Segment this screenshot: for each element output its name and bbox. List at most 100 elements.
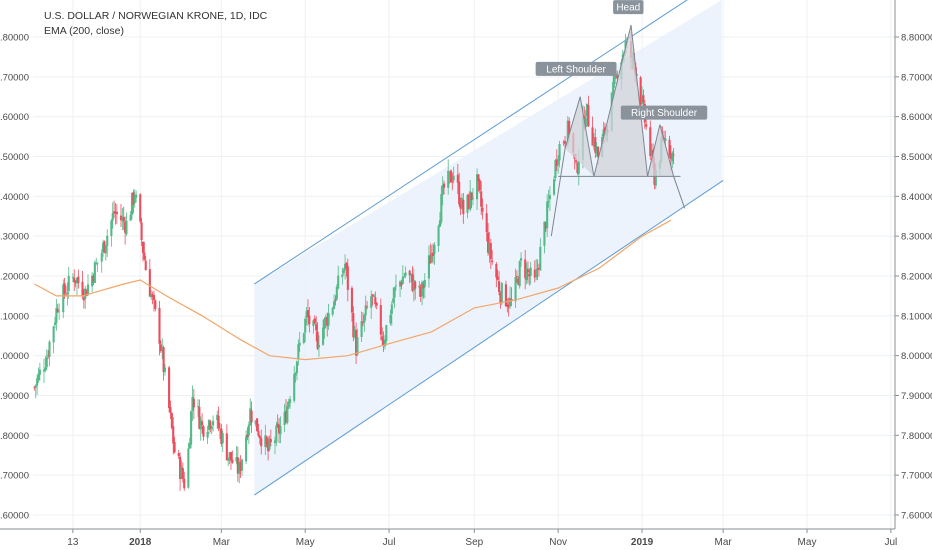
candle-down <box>168 367 171 409</box>
right-shoulder-label-bg <box>620 105 708 120</box>
candle-down <box>352 313 355 338</box>
candle-up <box>66 292 69 295</box>
candle-up <box>96 262 99 264</box>
candle-down <box>596 146 600 157</box>
candle-down <box>499 292 502 303</box>
candle-up <box>42 369 46 372</box>
pattern-fill-2 <box>647 124 674 177</box>
candle-down <box>209 421 212 429</box>
candle-up <box>235 456 238 462</box>
candle-down <box>316 331 319 349</box>
candle-up <box>238 463 241 474</box>
x-tick-label: May <box>296 537 315 548</box>
y-tick-label-left: 8.00000 <box>0 351 29 362</box>
chart-title: U.S. DOLLAR / NORWEGIAN KRONE, 1D, IDC <box>44 10 268 22</box>
candle-up <box>471 197 474 199</box>
candle-up <box>440 194 443 223</box>
candle-down <box>229 452 233 461</box>
candle-up <box>383 339 386 347</box>
candle-up <box>640 95 644 104</box>
candle-down <box>179 456 182 480</box>
candle-up <box>476 174 479 200</box>
candle-up <box>650 149 653 155</box>
candle-down <box>591 127 594 146</box>
candle-down <box>639 77 642 105</box>
candle-down <box>56 309 59 312</box>
candle-down <box>154 300 157 309</box>
candle-up <box>333 301 336 309</box>
candle-down <box>169 407 172 413</box>
candle-down <box>374 297 377 305</box>
candle-down <box>47 355 50 357</box>
candle-up <box>671 152 674 161</box>
y-tick-label: 8.10000 <box>901 311 932 322</box>
candle-down <box>432 252 435 256</box>
candle-down <box>159 344 162 352</box>
channel-upper-line <box>254 0 688 285</box>
candle-down <box>576 163 579 174</box>
x-tick-label: Mar <box>213 537 231 548</box>
y-tick-label: 8.70000 <box>901 72 932 83</box>
candle-down <box>491 260 494 263</box>
candle-up <box>546 201 549 229</box>
candle-up <box>58 311 61 313</box>
candle-down <box>467 194 470 209</box>
candle-down <box>177 452 180 457</box>
candle-down <box>260 438 263 447</box>
chart-labels: U.S. DOLLAR / NORWEGIAN KRONE, 1D, IDC E… <box>44 10 268 37</box>
head-label-bg <box>613 0 644 15</box>
candle-up <box>245 436 248 462</box>
candle-up <box>327 313 330 326</box>
candle-up <box>84 288 87 299</box>
candle-up <box>93 262 96 284</box>
candle-up <box>221 433 224 444</box>
candle-down <box>429 255 432 264</box>
candle-up <box>129 214 132 221</box>
pattern-fill-0 <box>565 96 594 177</box>
candle-down <box>77 276 80 283</box>
candle-up <box>106 235 109 247</box>
x-tick-label: 2019 <box>631 537 654 548</box>
candle-up <box>664 138 667 141</box>
candle-up <box>385 325 388 341</box>
y-tick-label-left: 7.90000 <box>0 391 29 402</box>
pattern-fill-1 <box>593 25 648 177</box>
candle-down <box>587 105 590 127</box>
candle-down <box>201 421 204 426</box>
candle-up <box>163 367 167 372</box>
candle-up <box>188 443 191 449</box>
candle-down <box>315 324 318 331</box>
y-tick-label: 8.60000 <box>901 112 932 123</box>
indicator-label: EMA (200, close) <box>44 25 124 37</box>
y-tick-label-left: 8.40000 <box>0 192 29 203</box>
candle-down <box>496 276 499 280</box>
x-tick-label: Mar <box>715 537 733 548</box>
candle-up <box>206 431 209 438</box>
candle-up <box>249 408 252 426</box>
y-tick-label-left: 8.50000 <box>0 152 29 163</box>
candle-down <box>563 141 567 144</box>
candle-up <box>404 272 407 276</box>
candle-up <box>264 435 267 448</box>
candle-down <box>400 282 403 286</box>
candle-up <box>133 196 136 203</box>
candle-down <box>92 276 95 282</box>
candlestick-series <box>33 31 675 491</box>
candle-down <box>536 268 539 270</box>
candle-down <box>202 426 205 437</box>
candle-up <box>535 269 538 278</box>
candle-down <box>144 260 147 271</box>
candle-down <box>122 217 125 222</box>
candle-up <box>427 255 430 279</box>
candle-up <box>36 378 39 386</box>
x-tick-label: Sep <box>465 537 483 548</box>
x-tick-label: 13 <box>67 537 79 548</box>
candle-down <box>217 415 220 429</box>
candle-up <box>335 286 338 300</box>
candle-down <box>124 222 127 233</box>
candle-up <box>360 321 363 338</box>
candle-down <box>555 159 558 167</box>
candle-up <box>293 374 296 401</box>
